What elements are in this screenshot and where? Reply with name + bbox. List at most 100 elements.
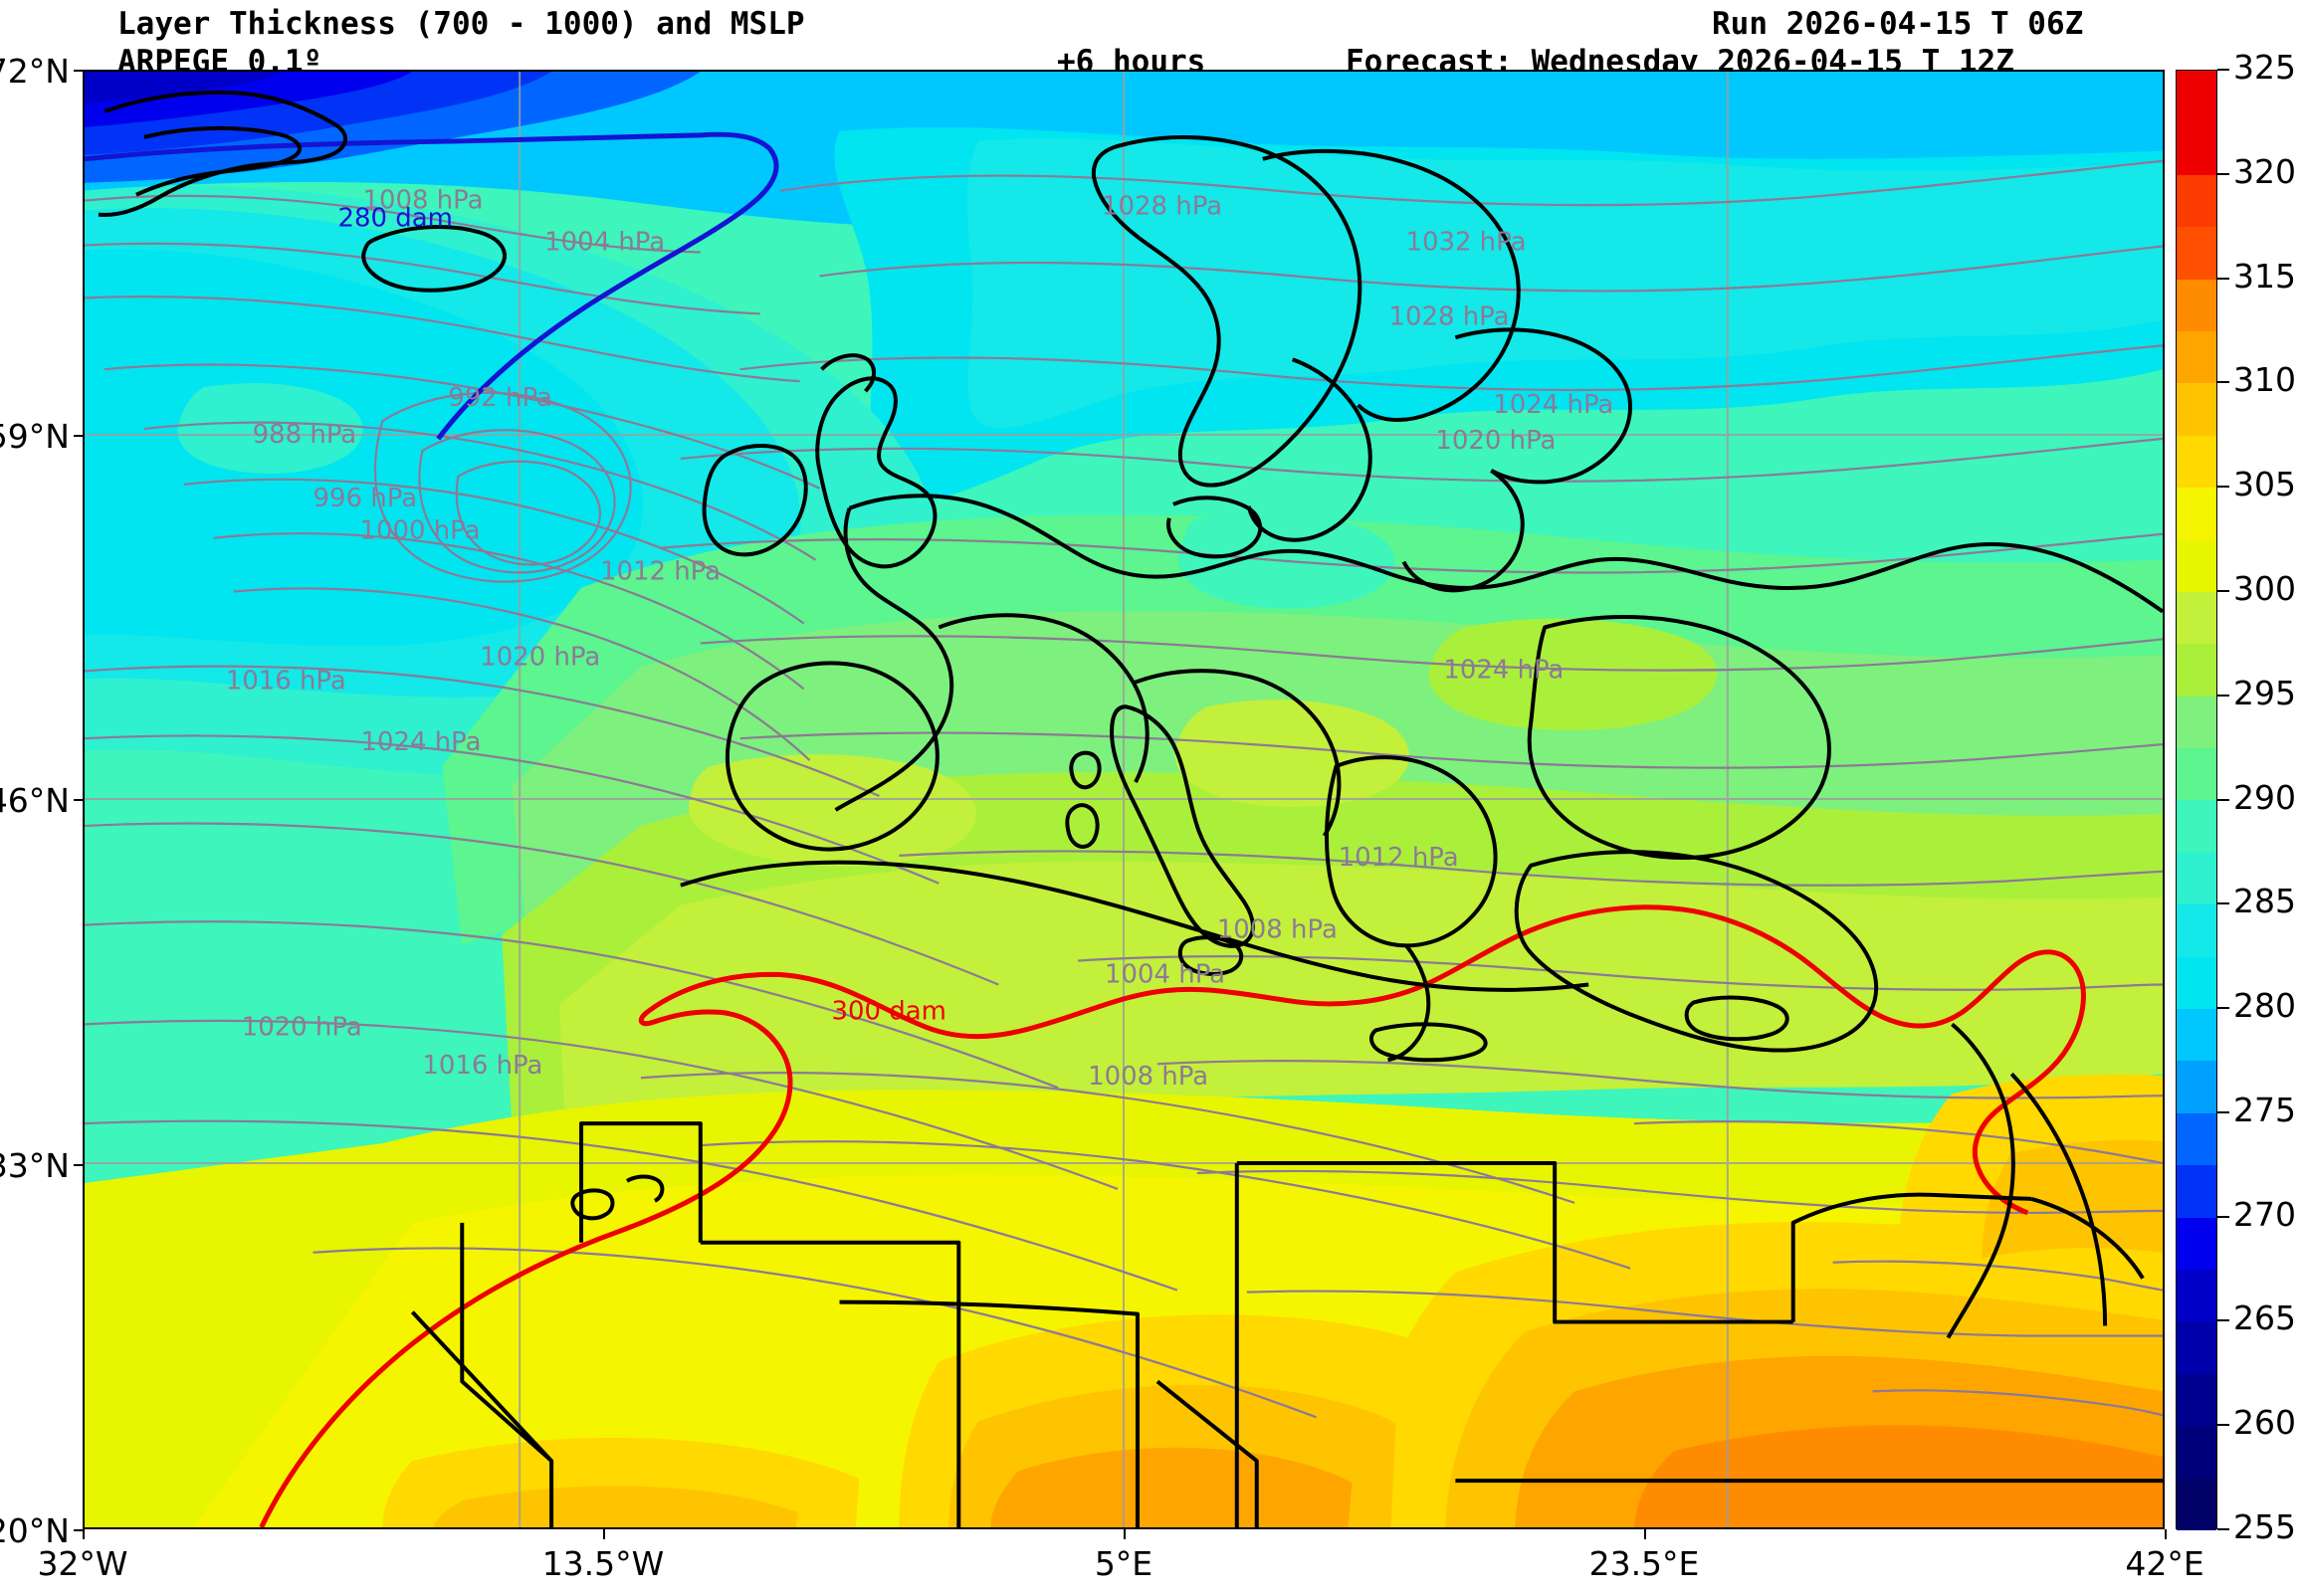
colorbar-tick-label: 275 [2233,1091,2296,1129]
contour-label: 1028 hPa [1388,301,1509,331]
colorbar-band [2177,436,2216,488]
contour-label: 1012 hPa [600,557,721,587]
contour-label: 1024 hPa [360,727,481,757]
map-canvas: 1008 hPa 280 dam 1004 hPa 992 hPa 988 hPa 996… [85,72,2163,1527]
colorbar-band [2177,697,2216,748]
y-tick-label-33n: 33°N [0,1146,70,1185]
colorbar-band [2177,175,2216,227]
colorbar-tick-label: 300 [2233,569,2296,608]
colorbar-tick [2217,1319,2229,1321]
colorbar-tick-label: 310 [2233,360,2296,399]
x-tick [83,1529,85,1539]
x-tick-label-32w: 32°W [0,1544,182,1583]
x-tick [2165,1529,2167,1539]
colorbar-band [2177,1479,2216,1530]
colorbar-band [2177,748,2216,800]
y-tick [74,1164,84,1166]
run-timestamp-label: Run 2026-04-15 T 06Z [1712,6,2083,42]
colorbar-band [2177,904,2216,956]
x-tick-label-42e: 42°E [2065,1544,2264,1583]
y-tick-label-46n: 46°N [0,781,70,820]
colorbar-band [2177,1165,2216,1217]
x-tick [1644,1529,1646,1539]
map-plot-area: 1008 hPa 280 dam 1004 hPa 992 hPa 988 hPa 996… [83,70,2165,1529]
contour-label: 1004 hPa [544,228,665,258]
colorbar [2176,70,2217,1529]
colorbar-tick-label: 255 [2233,1507,2296,1546]
colorbar-tick-label: 315 [2233,257,2296,296]
contour-label: 1032 hPa [1405,228,1526,258]
page-title: Layer Thickness (700 - 1000) and MSLP [117,6,805,42]
colorbar-tick [2217,1528,2229,1530]
colorbar-band [2177,1061,2216,1112]
colorbar-tick-label: 325 [2233,48,2296,87]
colorbar-band [2177,800,2216,852]
colorbar-tick-label: 305 [2233,465,2296,503]
y-tick-label-72n: 72°N [0,52,70,91]
x-tick-label-5e: 5°E [1024,1544,1223,1583]
colorbar-tick-label: 270 [2233,1195,2296,1234]
contour-label: 1020 hPa [242,1012,362,1042]
contour-label: 300 dam [832,996,946,1026]
colorbar-tick [2217,799,2229,801]
colorbar-tick [2217,695,2229,697]
colorbar-band [2177,957,2216,1009]
colorbar-band [2177,383,2216,435]
x-tick-label-13-5w: 13.5°W [504,1544,703,1583]
contour-label: 1012 hPa [1339,843,1459,873]
contour-label: 996 hPa [314,484,418,513]
colorbar-tick [2217,173,2229,175]
colorbar-tick [2217,278,2229,280]
colorbar-tick [2217,902,2229,904]
colorbar-band [2177,331,2216,383]
contour-label: 1024 hPa [1443,655,1564,685]
colorbar-tick [2217,486,2229,488]
contour-label: 1008 hPa [1088,1062,1208,1092]
colorbar-band [2177,280,2216,331]
colorbar-band [2177,1321,2216,1373]
colorbar-band [2177,1218,2216,1270]
contour-label: 1004 hPa [1105,960,1225,990]
contour-label: 1008 hPa [1217,915,1338,945]
colorbar-tick-label: 285 [2233,882,2296,920]
y-tick [74,435,84,437]
colorbar-band [2177,1009,2216,1061]
contour-label: 1020 hPa [480,642,600,672]
contour-label: 1024 hPa [1493,390,1613,420]
colorbar-tick [2217,69,2229,71]
colorbar-band [2177,1113,2216,1165]
colorbar-band [2177,592,2216,644]
x-tick [603,1529,605,1539]
colorbar-band [2177,1374,2216,1426]
contour-label: 280 dam [338,204,453,234]
colorbar-band [2177,540,2216,592]
colorbar-tick [2217,1216,2229,1218]
colorbar-tick-label: 265 [2233,1298,2296,1337]
y-tick-label-59n: 59°N [0,417,70,456]
colorbar-tick [2217,590,2229,592]
contour-label: 1020 hPa [1435,426,1556,456]
colorbar-tick [2217,1111,2229,1113]
colorbar-band [2177,1426,2216,1478]
contour-label: 992 hPa [448,383,552,413]
colorbar-tick-label: 295 [2233,674,2296,712]
chart-header: Layer Thickness (700 - 1000) and MSLP AR… [0,0,2302,70]
y-tick [74,799,84,801]
colorbar-tick [2217,381,2229,383]
colorbar-tick-label: 320 [2233,152,2296,191]
y-tick [74,70,84,72]
contour-label: 1028 hPa [1102,192,1222,222]
colorbar-tick [2217,1424,2229,1426]
colorbar-tick-label: 260 [2233,1403,2296,1442]
colorbar-band [2177,71,2216,122]
contour-label: 1000 hPa [359,516,480,546]
contour-label: 1016 hPa [226,666,346,696]
x-tick-label-23-5e: 23.5°E [1545,1544,1744,1583]
colorbar-band [2177,227,2216,279]
colorbar-band [2177,853,2216,904]
colorbar-band [2177,488,2216,539]
colorbar-band [2177,122,2216,174]
colorbar-band [2177,1270,2216,1321]
colorbar-tick-label: 280 [2233,986,2296,1025]
contour-label: 988 hPa [253,420,357,450]
